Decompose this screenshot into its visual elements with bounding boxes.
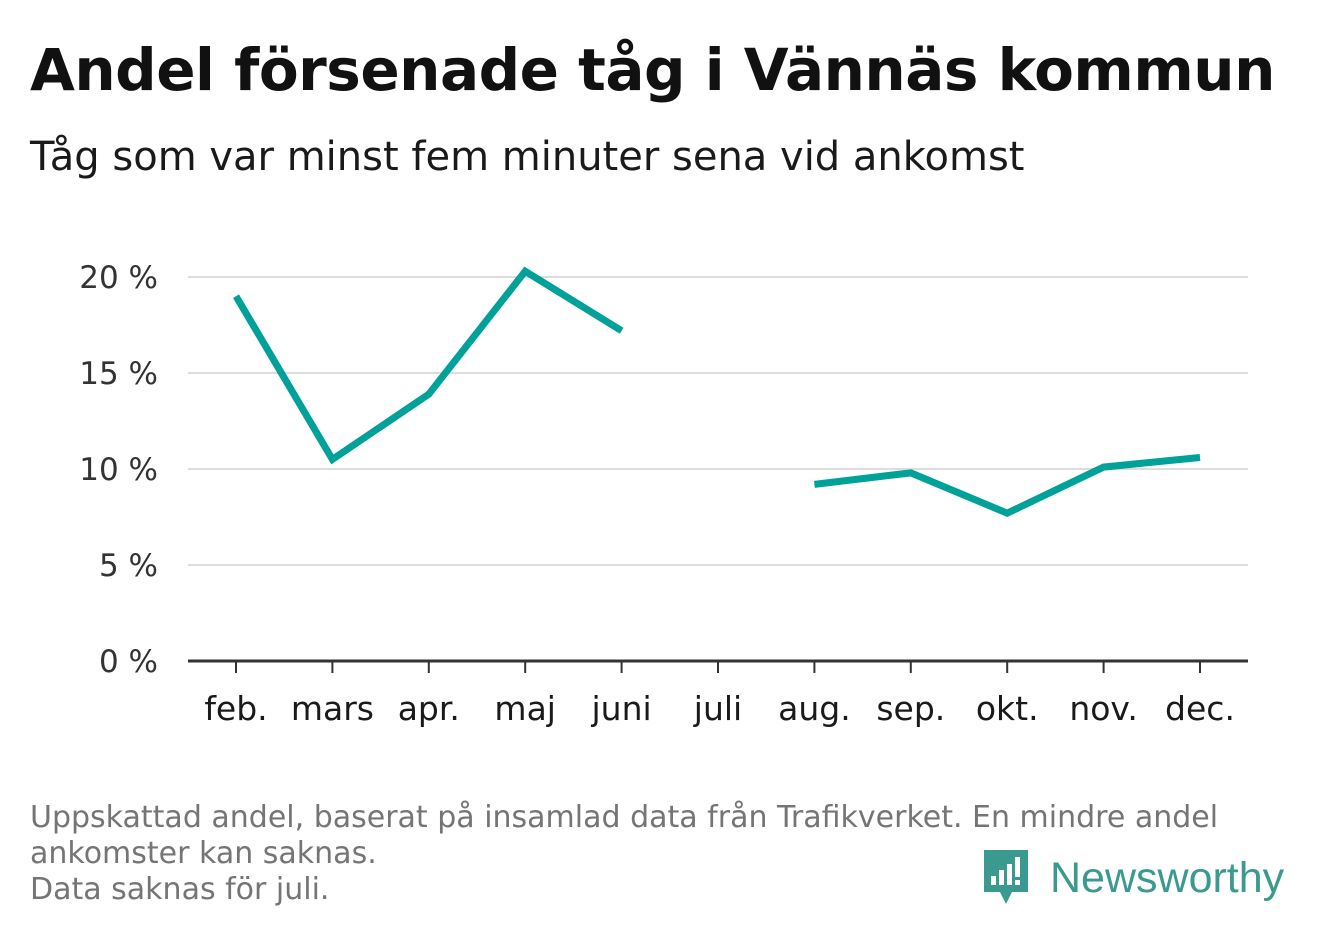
x-tick-label-7: sep. [876,689,945,728]
y-tick-label-20: 20 % [79,260,158,296]
x-tick-label-5: juli [693,689,742,728]
x-tick-label-1: mars [291,689,374,728]
brand-name: Newsworthy [1050,853,1285,902]
y-tick-label-10: 10 % [79,452,158,488]
footnote-line-1: Uppskattad andel, baserat på insamlad da… [30,800,1219,835]
newsworthy-logo-icon [984,850,1028,904]
series-line-segment-0-0 [232,266,624,465]
line-chart: 0 % 5 % 10 % 15 % 20 % feb. mars apr. maj juni jul… [79,260,1248,728]
y-tick-label-15: 15 % [79,356,158,392]
x-tick-label-2: apr. [398,689,460,728]
series-line-segment-0-1 [813,453,1201,517]
y-tick-label-5: 5 % [99,548,158,584]
x-tick-label-9: nov. [1069,689,1138,728]
x-tick-label-0: feb. [204,689,267,728]
brand-logo: Newsworthy [980,846,1284,910]
x-tick-label-3: maj [494,689,556,728]
footnote: Uppskattad andel, baserat på insamlad da… [30,800,1280,908]
x-tick-label-4: juni [591,689,652,728]
chart-title: Andel försenade tåg i Vännäs kommun [30,36,1275,104]
x-tick-label-10: dec. [1165,689,1235,728]
x-tick-label-6: aug. [778,689,851,728]
footnote-line-3: Data saknas för juli. [30,872,330,907]
footnote-line-2: ankomster kan saknas. [30,836,377,871]
chart-subtitle: Tåg som var minst fem minuter sena vid a… [30,134,1025,180]
x-tick-label-8: okt. [976,689,1039,728]
y-tick-label-0: 0 % [99,644,158,680]
